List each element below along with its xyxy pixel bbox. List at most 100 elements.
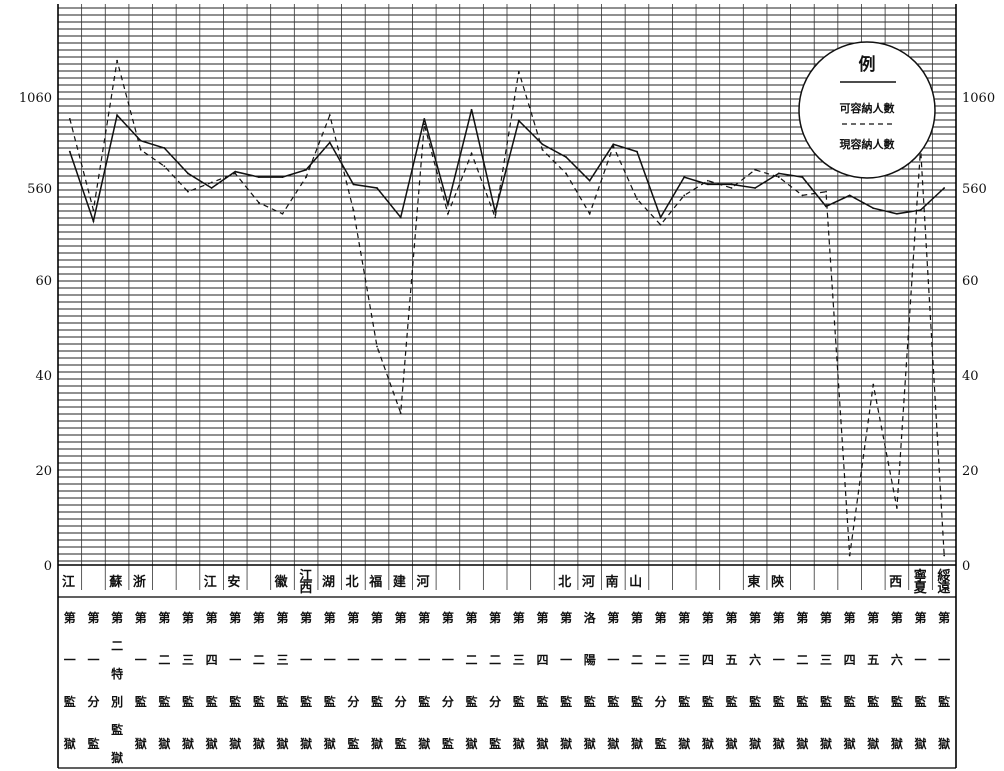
series-1-point xyxy=(754,187,757,189)
series-1-point xyxy=(848,194,851,197)
series-1-point xyxy=(588,179,591,182)
category-label: 第一分監 xyxy=(87,610,99,751)
y-tick-label-right: 1060 xyxy=(962,91,995,106)
series-1-point xyxy=(447,203,449,206)
category-label: 第一監獄 xyxy=(299,610,312,751)
series-2-point xyxy=(848,554,851,557)
province-label: 西 xyxy=(889,575,902,590)
legend-entry-label: 現容納人數 xyxy=(840,137,895,151)
series-1-point xyxy=(683,176,686,178)
series-1-point xyxy=(281,176,284,178)
series-2-point xyxy=(257,201,260,204)
series-1-point xyxy=(163,147,166,149)
category-label: 第四監獄 xyxy=(701,610,714,751)
series-1-point xyxy=(517,119,520,122)
category-label: 第三監獄 xyxy=(181,610,194,751)
province-label: 東 xyxy=(747,574,760,590)
y-tick-label-left: 560 xyxy=(27,182,52,197)
category-label: 第六監獄 xyxy=(890,610,903,751)
series-1-point xyxy=(706,183,709,186)
series-1-point xyxy=(801,176,804,178)
series-1-point xyxy=(305,168,308,171)
series-1-point xyxy=(730,183,733,186)
series-1-point xyxy=(352,183,355,186)
category-label: 第一分監 xyxy=(347,610,359,751)
series-1-point xyxy=(328,141,331,144)
series-2-point xyxy=(565,172,567,175)
y-tick-label-left: 0 xyxy=(44,559,52,574)
series-2-point xyxy=(588,212,591,215)
series-2-point xyxy=(352,209,355,211)
category-label: 第三監獄 xyxy=(512,610,525,751)
province-label: 浙 xyxy=(133,574,146,590)
series-2-point xyxy=(801,194,804,197)
series-1-point xyxy=(919,209,922,211)
y-tick-label-left: 60 xyxy=(35,274,52,289)
category-label: 第一監獄 xyxy=(417,610,430,751)
series-2-point xyxy=(541,148,544,151)
category-label: 第三監獄 xyxy=(275,610,288,751)
axes xyxy=(57,4,957,769)
province-label: 建 xyxy=(393,574,406,590)
series-2-point xyxy=(305,176,308,178)
series-1-point xyxy=(636,150,638,153)
legend-circle xyxy=(798,41,936,179)
series-2-point xyxy=(376,345,378,348)
series-1-point xyxy=(68,150,71,153)
legend-title: 例 xyxy=(859,54,876,75)
series-1-point xyxy=(612,143,615,146)
province-label: 山 xyxy=(629,574,642,590)
series-2-point xyxy=(116,59,118,62)
series-2-point xyxy=(423,123,426,126)
series-2-point xyxy=(943,554,946,557)
series-1-point xyxy=(257,176,260,178)
y-axis-left: 0 20 40 60 560 1060 xyxy=(19,91,52,574)
y-tick-label-right: 20 xyxy=(962,464,979,479)
province-label: 蘇 xyxy=(108,574,123,590)
province-label: 江 xyxy=(204,574,217,590)
category-label: 第一監獄 xyxy=(323,610,336,751)
series-1-point xyxy=(116,114,118,117)
series-2-point xyxy=(896,507,898,509)
category-label: 第三監獄 xyxy=(819,610,832,751)
series-2-point xyxy=(163,165,166,168)
category-label: 第一監獄 xyxy=(914,610,927,751)
series-line-1 xyxy=(69,109,945,224)
series-group xyxy=(68,59,946,557)
series-1-point xyxy=(376,187,378,189)
category-label: 第一監獄 xyxy=(772,610,785,751)
series-1-point xyxy=(565,156,567,158)
province-label: 陝 xyxy=(771,574,785,590)
category-label: 第四監獄 xyxy=(843,610,856,751)
y-tick-label-left: 40 xyxy=(35,369,52,384)
y-tick-label-right: 0 xyxy=(962,559,970,574)
category-label: 第一監獄 xyxy=(606,610,619,751)
category-label: 第二監獄 xyxy=(157,610,170,751)
category-label: 第二分監 xyxy=(655,610,667,751)
category-label: 第二監獄 xyxy=(465,610,478,751)
series-1-point xyxy=(470,108,473,111)
series-2-point xyxy=(612,145,615,148)
category-label: 第一分監 xyxy=(442,610,454,751)
series-2-point xyxy=(777,176,780,178)
series-line-2 xyxy=(69,60,945,556)
series-1-point xyxy=(210,187,213,189)
series-2-point xyxy=(399,412,402,414)
province-label: 安 xyxy=(227,574,240,590)
category-label: 第一監獄 xyxy=(559,610,572,751)
province-label: 南 xyxy=(606,574,619,590)
series-2-point xyxy=(92,209,95,211)
series-1-point xyxy=(423,117,426,120)
series-1-point xyxy=(872,207,875,210)
province-label: 河 xyxy=(582,574,595,590)
series-2-point xyxy=(68,117,71,120)
y-tick-label-left: 1060 xyxy=(19,91,52,106)
series-2-point xyxy=(281,212,284,215)
series-2-point xyxy=(683,194,686,197)
category-label: 第二監獄 xyxy=(795,610,808,751)
province-label: 河 xyxy=(416,574,429,590)
category-label: 第三監獄 xyxy=(677,610,690,751)
series-1-point xyxy=(139,139,142,142)
